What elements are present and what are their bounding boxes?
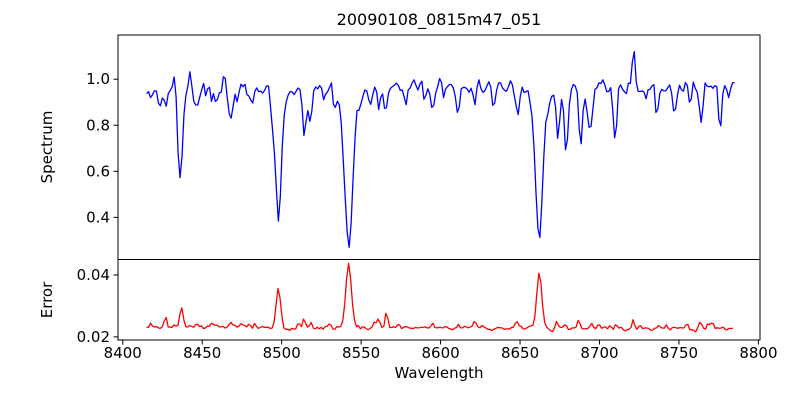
x-tick-label: 8450 <box>183 344 221 362</box>
x-tick-label: 8400 <box>104 344 142 362</box>
y-tick-label: 0.4 <box>86 208 110 226</box>
x-tick-label: 8700 <box>580 344 618 362</box>
y-tick-label: 1.0 <box>86 70 110 88</box>
x-tick-label: 8750 <box>660 344 698 362</box>
axes-frame-error <box>117 259 761 341</box>
y-tick-label: 0.8 <box>86 116 110 134</box>
x-tick-label: 8500 <box>263 344 301 362</box>
y-tick-label: 0.04 <box>77 266 110 284</box>
wavelength-axis-label: Wavelength <box>394 364 484 382</box>
chart-title: 20090108_0815m47_051 <box>336 10 542 29</box>
x-tick-label: 8550 <box>342 344 380 362</box>
axes-frame-spectrum <box>117 34 761 260</box>
error-line <box>146 262 734 333</box>
spectrum-line <box>146 50 735 249</box>
y-tick-label: 0.02 <box>77 328 110 346</box>
y-tick-label: 0.6 <box>86 162 110 180</box>
x-tick-label: 8800 <box>739 344 777 362</box>
x-tick-label: 8650 <box>501 344 539 362</box>
x-tick-label: 8600 <box>421 344 459 362</box>
